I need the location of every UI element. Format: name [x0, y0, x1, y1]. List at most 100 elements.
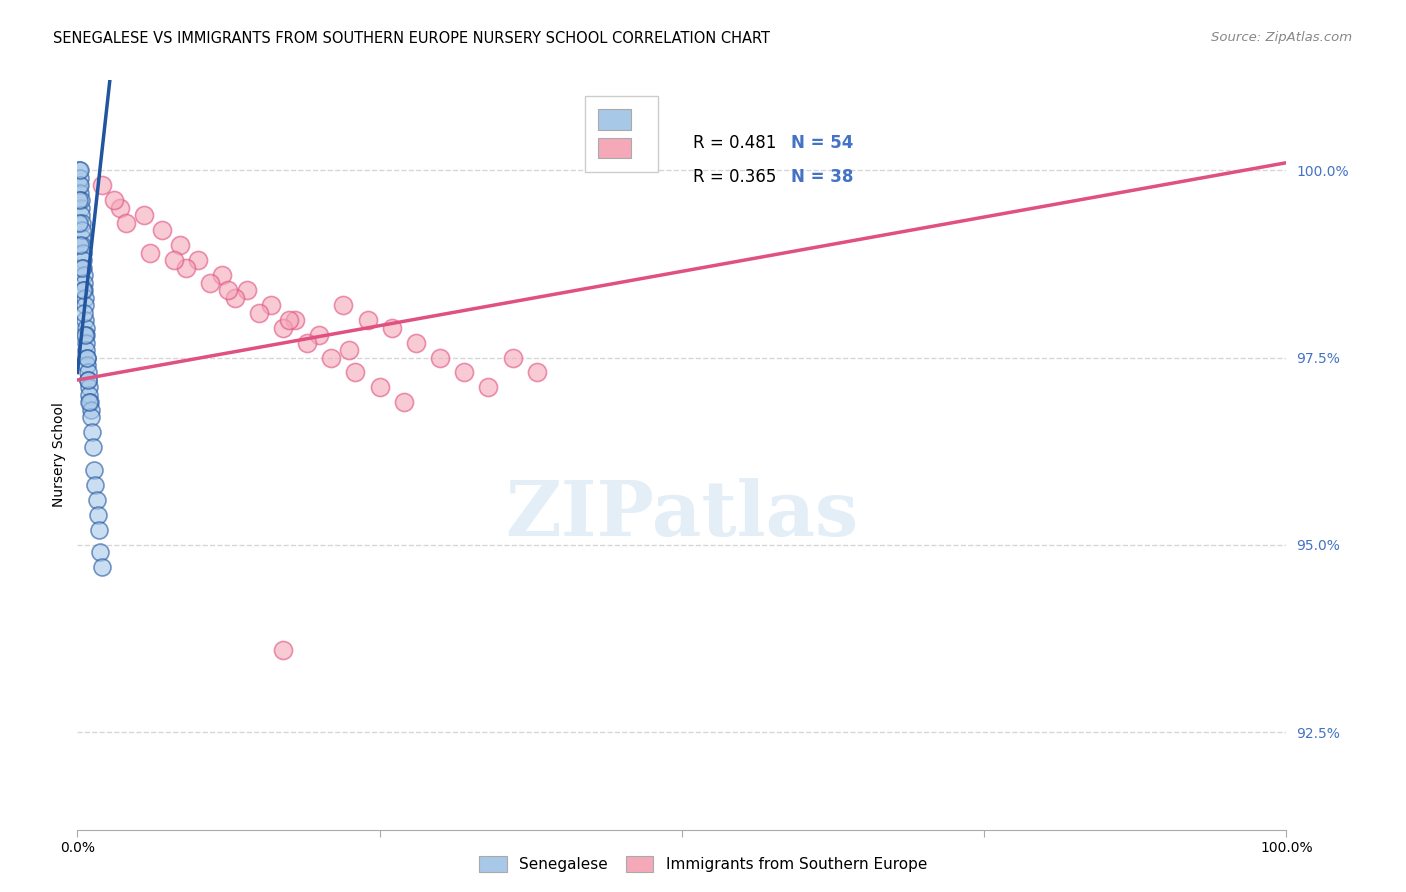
- Point: [405, 335, 427, 350]
- Point: [235, 283, 257, 297]
- Text: N = 38: N = 38: [792, 168, 853, 186]
- Point: [70, 230, 93, 244]
- Point: [526, 366, 548, 380]
- Point: [72, 260, 94, 275]
- Point: [308, 328, 330, 343]
- Point: [70, 260, 93, 275]
- Point: [260, 298, 283, 312]
- Point: [75, 313, 97, 327]
- Point: [76, 366, 98, 380]
- Point: [75, 335, 97, 350]
- Point: [72, 283, 94, 297]
- Point: [356, 313, 378, 327]
- Point: [69, 163, 91, 178]
- Y-axis label: Nursery School: Nursery School: [52, 402, 66, 508]
- Point: [73, 298, 96, 312]
- Point: [75, 343, 97, 357]
- Point: [69, 170, 91, 185]
- Text: Source: ZipAtlas.com: Source: ZipAtlas.com: [1212, 31, 1353, 45]
- Point: [284, 313, 307, 327]
- Point: [103, 193, 125, 207]
- Text: R = 0.365: R = 0.365: [693, 168, 776, 186]
- Point: [86, 492, 108, 507]
- Point: [75, 328, 97, 343]
- Point: [75, 328, 97, 343]
- Point: [108, 201, 131, 215]
- Point: [368, 380, 391, 394]
- Point: [344, 366, 367, 380]
- Point: [80, 425, 103, 440]
- Point: [72, 268, 94, 282]
- Point: [69, 201, 91, 215]
- Point: [84, 478, 107, 492]
- Point: [73, 276, 96, 290]
- Point: [247, 305, 270, 319]
- Point: [321, 351, 343, 365]
- Point: [132, 208, 155, 222]
- Point: [150, 223, 173, 237]
- Point: [70, 238, 93, 252]
- Point: [73, 305, 96, 319]
- Point: [87, 523, 110, 537]
- Point: [169, 238, 191, 252]
- Point: [139, 245, 162, 260]
- Point: [211, 268, 233, 282]
- Point: [477, 380, 499, 394]
- Point: [69, 186, 91, 200]
- Point: [67, 216, 90, 230]
- Point: [79, 395, 101, 409]
- Point: [67, 163, 90, 178]
- Point: [70, 208, 93, 222]
- Point: [200, 276, 222, 290]
- Text: ZIPatlas: ZIPatlas: [505, 478, 859, 552]
- Point: [89, 545, 111, 559]
- Point: [218, 283, 240, 297]
- Point: [87, 508, 110, 522]
- Point: [80, 410, 103, 425]
- Point: [77, 373, 100, 387]
- Point: [72, 253, 94, 268]
- Legend: , : ,: [585, 96, 658, 172]
- Point: [392, 395, 415, 409]
- Point: [114, 216, 136, 230]
- Point: [429, 351, 451, 365]
- Point: [72, 245, 94, 260]
- Point: [163, 253, 186, 268]
- Point: [77, 373, 100, 387]
- Point: [224, 291, 246, 305]
- Point: [90, 560, 112, 574]
- Point: [69, 238, 91, 252]
- Point: [90, 178, 112, 193]
- Point: [70, 216, 93, 230]
- Point: [453, 366, 475, 380]
- Point: [72, 223, 94, 237]
- Point: [76, 351, 98, 365]
- Point: [67, 193, 90, 207]
- Point: [73, 291, 96, 305]
- Point: [79, 388, 101, 402]
- Text: N = 54: N = 54: [792, 135, 853, 153]
- Point: [73, 283, 96, 297]
- Point: [271, 320, 294, 334]
- Point: [174, 260, 197, 275]
- Legend: Senegalese, Immigrants from Southern Europe: Senegalese, Immigrants from Southern Eur…: [471, 848, 935, 880]
- Point: [70, 193, 93, 207]
- Point: [77, 380, 100, 394]
- Point: [76, 358, 98, 372]
- Point: [79, 395, 101, 409]
- Point: [339, 343, 360, 357]
- Point: [82, 441, 104, 455]
- Point: [79, 403, 101, 417]
- Point: [502, 351, 524, 365]
- Point: [332, 298, 354, 312]
- Point: [76, 351, 98, 365]
- Point: [67, 178, 90, 193]
- Text: R = 0.481: R = 0.481: [693, 135, 776, 153]
- Point: [295, 335, 318, 350]
- Point: [75, 320, 97, 334]
- Text: SENEGALESE VS IMMIGRANTS FROM SOUTHERN EUROPE NURSERY SCHOOL CORRELATION CHART: SENEGALESE VS IMMIGRANTS FROM SOUTHERN E…: [53, 31, 770, 46]
- Point: [271, 642, 294, 657]
- Point: [381, 320, 404, 334]
- Point: [187, 253, 209, 268]
- Point: [69, 178, 91, 193]
